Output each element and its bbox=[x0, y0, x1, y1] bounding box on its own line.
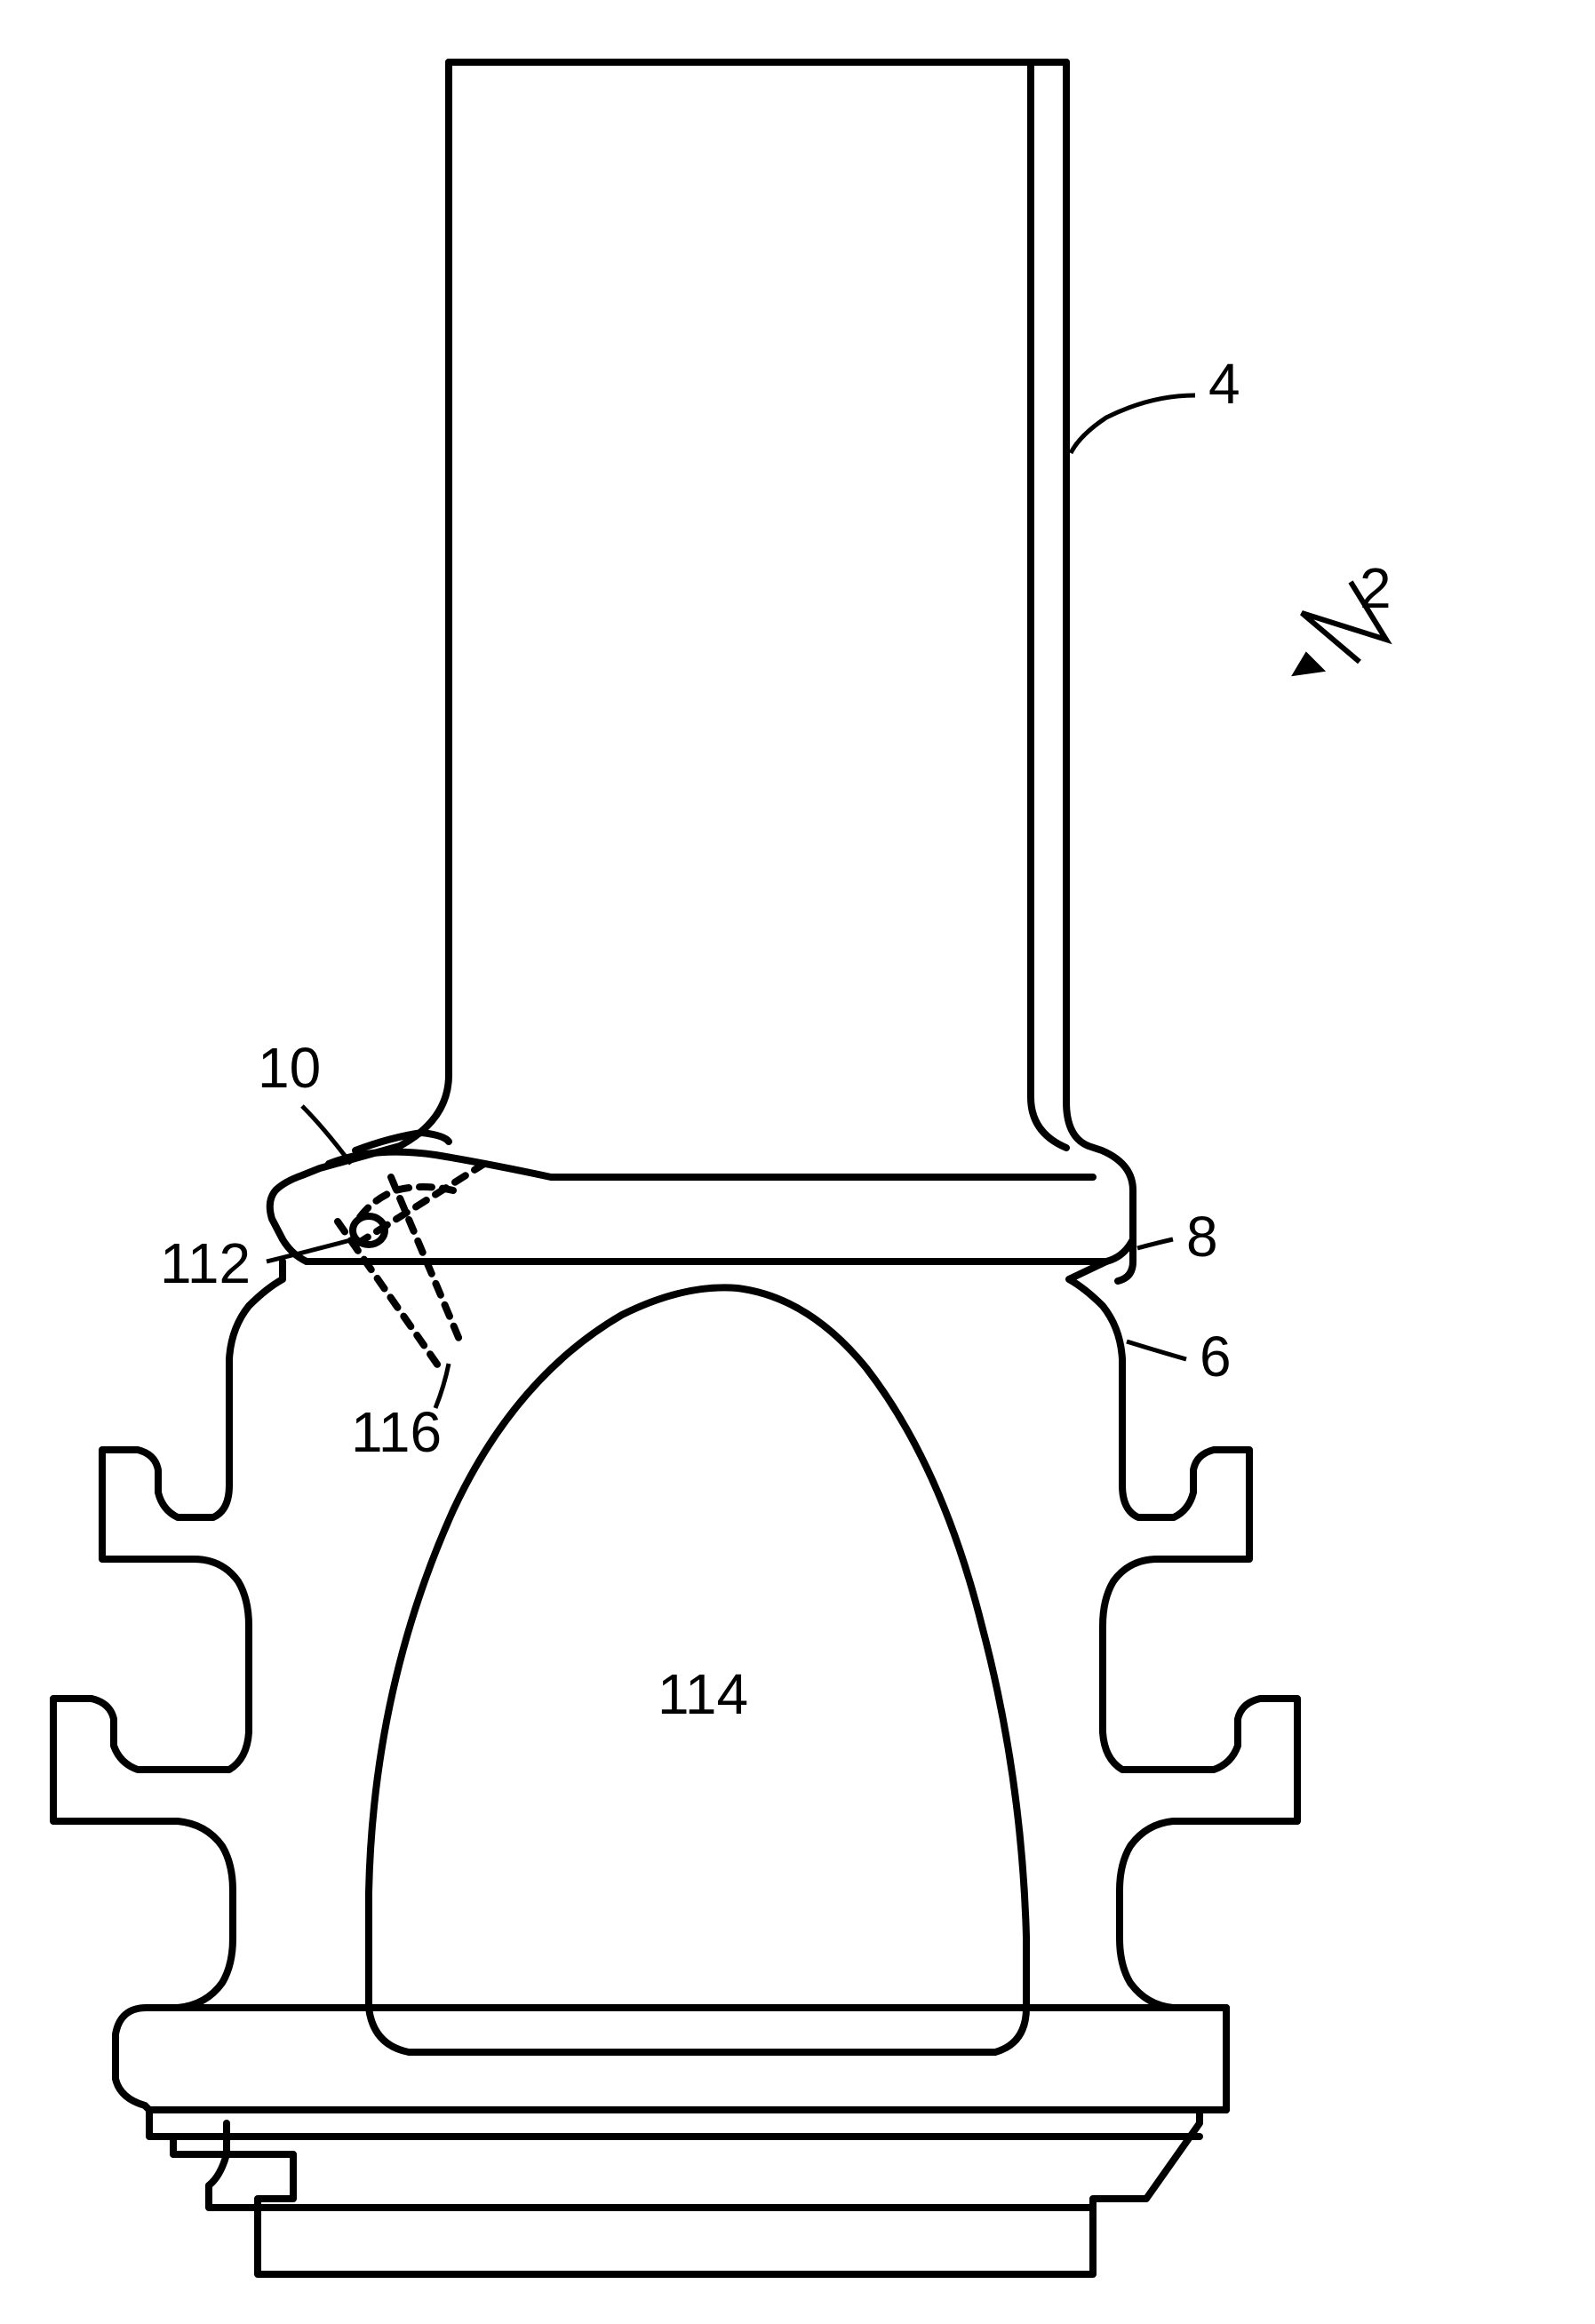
label-116: 116 bbox=[351, 1399, 442, 1465]
label-10: 10 bbox=[258, 1035, 321, 1101]
root-body bbox=[53, 1261, 1297, 2274]
turbine-blade-diagram bbox=[0, 0, 1595, 2324]
label-114: 114 bbox=[658, 1661, 748, 1727]
label-2: 2 bbox=[1360, 555, 1392, 621]
label-8: 8 bbox=[1186, 1204, 1218, 1269]
label-112: 112 bbox=[160, 1230, 251, 1296]
platform-top bbox=[329, 1152, 1093, 1177]
label-6: 6 bbox=[1200, 1324, 1232, 1389]
label-4: 4 bbox=[1208, 351, 1240, 417]
airfoil-outline bbox=[270, 62, 1133, 1261]
